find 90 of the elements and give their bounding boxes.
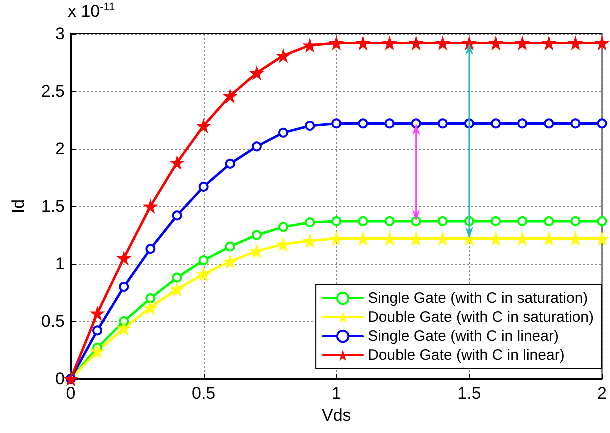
point	[438, 216, 448, 226]
point	[116, 250, 132, 266]
point	[515, 231, 530, 246]
point	[329, 231, 344, 246]
point	[356, 231, 371, 246]
x-tick-label: 1	[332, 384, 342, 403]
point	[382, 36, 398, 51]
point	[329, 36, 344, 51]
point	[570, 118, 581, 129]
point	[332, 216, 342, 226]
y-tick-label: 1.5	[41, 197, 65, 216]
point	[172, 210, 182, 221]
point	[252, 142, 262, 152]
point	[249, 66, 264, 81]
point	[568, 36, 584, 51]
point	[198, 182, 209, 192]
point	[143, 199, 158, 214]
point	[143, 300, 158, 316]
point	[278, 222, 289, 232]
point	[302, 38, 318, 53]
point	[172, 272, 182, 283]
legend-label: Double Gate (with C in linear)	[368, 347, 565, 364]
point	[92, 326, 103, 336]
point	[518, 216, 528, 226]
point	[90, 344, 106, 359]
point	[597, 216, 608, 226]
legend-label: Double Gate (with C in saturation)	[368, 309, 594, 326]
point	[544, 216, 554, 226]
point	[196, 118, 212, 134]
point	[462, 36, 477, 51]
x-tick-label: 0.5	[192, 384, 216, 403]
point	[332, 118, 342, 129]
point	[542, 36, 557, 51]
point	[597, 118, 608, 129]
point	[305, 121, 316, 131]
y-tick-label: 0.5	[41, 312, 65, 331]
point	[438, 118, 448, 129]
point	[384, 118, 395, 129]
y-axis-title: Id	[9, 199, 28, 214]
point	[382, 231, 398, 246]
point	[302, 234, 318, 248]
point	[594, 231, 610, 246]
point	[196, 266, 212, 282]
point	[358, 118, 368, 129]
point	[515, 36, 530, 51]
point	[491, 216, 502, 226]
point	[384, 216, 395, 226]
y-tick-label: 0	[56, 370, 65, 388]
point	[170, 282, 185, 297]
legend-label: Single Gate (with C in saturation)	[368, 290, 588, 307]
point	[146, 294, 156, 304]
x-tick-label: 2	[598, 384, 608, 403]
point	[356, 36, 371, 51]
point	[222, 88, 238, 104]
point	[542, 231, 557, 246]
point	[518, 118, 528, 129]
point	[252, 230, 262, 240]
y-tick-label: 2.5	[41, 82, 65, 101]
point	[435, 36, 450, 51]
point	[358, 216, 368, 226]
y-tick-label: 2	[56, 140, 65, 158]
point	[411, 118, 422, 129]
x-tick-label: 1.5	[458, 384, 482, 403]
point	[170, 155, 185, 170]
point	[90, 306, 106, 321]
point	[435, 231, 450, 246]
point	[491, 118, 502, 129]
point	[276, 48, 292, 64]
point	[222, 254, 238, 270]
legend-label: Single Gate (with C in linear)	[368, 328, 559, 345]
point	[568, 231, 584, 246]
point	[544, 118, 554, 129]
point	[116, 320, 132, 336]
x-axis-title: Vds	[322, 406, 352, 425]
point	[594, 36, 610, 51]
point	[225, 158, 236, 169]
point	[408, 36, 424, 51]
point	[249, 244, 264, 259]
point	[146, 244, 156, 254]
point	[570, 216, 581, 226]
y-tick-label: 1	[56, 254, 65, 274]
point	[198, 256, 209, 266]
point	[305, 218, 316, 228]
point	[408, 231, 424, 246]
y-tick-label: 3	[56, 24, 65, 44]
point	[119, 282, 130, 292]
point	[225, 242, 236, 252]
point	[278, 128, 289, 138]
point	[488, 231, 504, 246]
point	[488, 36, 504, 51]
